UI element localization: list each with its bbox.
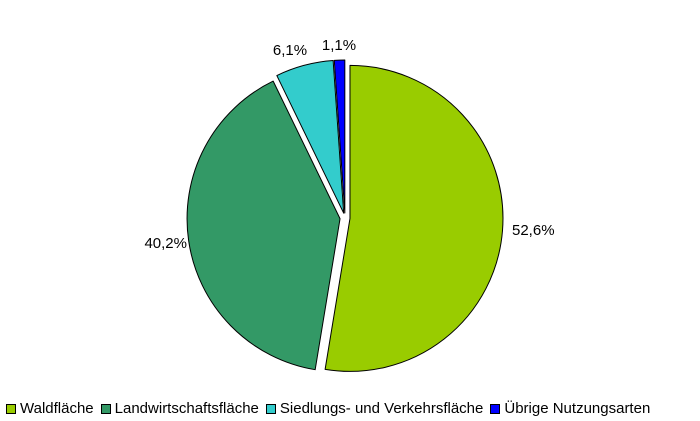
legend-swatch-waldflaeche [6, 403, 16, 414]
legend-item-waldflaeche: Waldfläche [6, 400, 94, 417]
pie-slice-uebrige-nutzungsarten [333, 59, 346, 214]
pie-slice-waldflaeche [324, 64, 504, 372]
slice-label-landwirtschaftsflaeche: 40,2% [144, 235, 187, 252]
slice-label-siedlungs-verkehrsflaeche: 6,1% [273, 42, 307, 59]
legend-swatch-landwirtschaftsflaeche [100, 403, 111, 414]
pie-slice-siedlungs-verkehrsflaeche [276, 60, 345, 214]
legend-label-waldflaeche: Waldfläche [20, 400, 94, 417]
slice-label-uebrige-nutzungsarten: 1,1% [322, 37, 356, 54]
legend: Waldfläche Landwirtschaftsfläche Siedlun… [6, 400, 700, 417]
legend-label-uebrige-nutzungsarten: Übrige Nutzungsarten [504, 400, 651, 417]
legend-item-uebrige-nutzungsarten: Übrige Nutzungsarten [490, 400, 650, 417]
pie-slice-landwirtschaftsflaeche [186, 80, 341, 371]
legend-item-landwirtschaftsflaeche: Landwirtschaftsfläche [100, 400, 259, 417]
slice-label-waldflaeche: 52,6% [512, 222, 555, 239]
legend-swatch-uebrige-nutzungsarten [490, 403, 501, 414]
pie-chart-plot: 52,6% 40,2% 6,1% 1,1% [144, 37, 555, 372]
legend-item-siedlungs-verkehrsflaeche: Siedlungs- und Verkehrsfläche [265, 400, 484, 417]
legend-swatch-siedlungs-verkehrsflaeche [265, 403, 276, 414]
legend-label-siedlungs-verkehrsflaeche: Siedlungs- und Verkehrsfläche [279, 400, 484, 417]
legend-label-landwirtschaftsflaeche: Landwirtschaftsfläche [114, 400, 259, 417]
